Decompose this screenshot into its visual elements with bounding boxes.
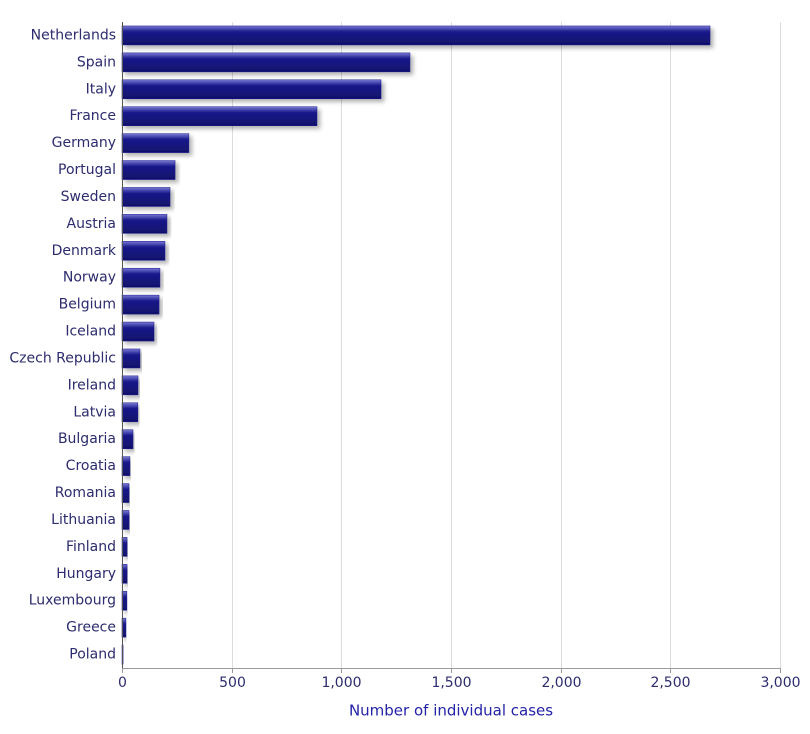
bar [121,429,134,449]
bar [121,483,130,503]
x-axis-title: Number of individual cases [349,702,553,720]
y-tick-label: Hungary [56,566,116,582]
y-tick-label: Greece [66,620,116,636]
x-tick-label: 2,000 [541,675,581,691]
y-tick-label: Luxembourg [29,593,116,609]
y-tick-label: Latvia [73,404,116,420]
y-tick-label: France [69,108,116,124]
y-tick-label: Belgium [59,297,116,313]
bars [121,25,711,665]
y-tick-label: Bulgaria [58,431,116,447]
bar [121,375,139,396]
x-tick-label: 1,000 [321,675,361,691]
y-tick-label: Netherlands [31,27,116,43]
y-tick-label: Finland [66,539,116,555]
grid [122,22,781,673]
bar [121,241,166,261]
bar [121,348,141,369]
bar [121,160,176,180]
x-tick-label: 3,000 [760,675,800,691]
y-tick-label: Romania [55,485,116,501]
x-tick-label: 0 [118,675,127,691]
y-tick-label: Spain [77,54,116,70]
y-tick-label: Sweden [61,189,116,205]
bar [121,52,411,73]
bar [121,133,190,153]
bar [121,79,382,100]
bar [121,25,711,46]
bar [121,106,318,126]
y-tick-label: Norway [63,270,116,286]
y-tick-label: Poland [69,647,116,663]
y-tick-label: Czech Republic [9,350,116,366]
y-tick-label: Austria [67,216,116,232]
y-tick-label: Portugal [58,162,116,178]
y-tick-label: Croatia [66,458,116,474]
bar [121,321,155,342]
y-tick-label: Italy [86,81,116,97]
bar [121,214,168,234]
bar [121,456,131,476]
bar [121,402,139,423]
bar [121,294,160,315]
x-tick-label: 2,500 [650,675,690,691]
y-tick-label: Lithuania [51,512,116,528]
bar [121,510,130,530]
y-tick-label: Germany [52,135,116,151]
bar [121,187,171,207]
x-tick-label: 1,500 [431,675,471,691]
bar [121,267,161,288]
y-tick-label: Denmark [52,243,117,259]
x-tick-label: 500 [219,675,246,691]
y-tick-label: Iceland [65,324,116,340]
y-tick-label: Ireland [68,377,116,393]
